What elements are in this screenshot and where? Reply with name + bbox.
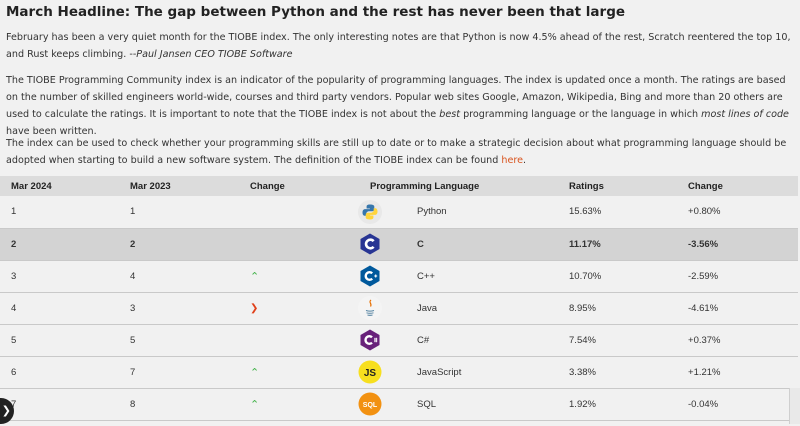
rating-value: 3.38% <box>569 366 596 378</box>
chevron-up-icon: ⌃ <box>250 270 260 283</box>
change-cell: ⌃ <box>239 356 359 388</box>
chevron-right-icon: ❯ <box>1 404 11 417</box>
rank-2023: 7 <box>130 366 136 378</box>
col-header-mar-2023: Mar 2023 <box>130 180 171 192</box>
rank-2023: 2 <box>130 238 136 250</box>
rank-2023: 8 <box>130 398 136 410</box>
rating-value: 8.95% <box>569 302 596 314</box>
author-quote: Paul Jansen CEO TIOBE Software <box>136 49 293 60</box>
floating-action-button[interactable]: ❯ <box>0 398 14 424</box>
sql-logo-text: SQL <box>363 402 378 409</box>
description-paragraph: The TIOBE Programming Community index is… <box>6 72 796 140</box>
sql-logo-icon: SQL <box>358 392 382 416</box>
rank-2024: 3 <box>11 270 17 282</box>
table-row: 4 3 ❯ Java 8.95% -4.61% <box>0 292 799 324</box>
rank-2024: 7 <box>11 398 17 410</box>
rating-change: +0.80% <box>688 206 721 218</box>
rank-2023: 3 <box>130 302 136 314</box>
language-name: JavaScript <box>417 366 462 378</box>
cpp-logo-icon <box>360 265 380 287</box>
definition-link[interactable]: here <box>501 155 524 166</box>
rating-value: 7.54% <box>569 334 596 346</box>
rank-2024: 6 <box>11 366 17 378</box>
rating-change: -4.61% <box>688 302 719 314</box>
change-cell: ❯ <box>239 292 359 324</box>
col-header-rating-change: Change <box>688 180 723 192</box>
language-name: Java <box>417 302 438 314</box>
java-logo-icon <box>358 296 382 320</box>
language-logo-cell: SQL <box>358 388 406 420</box>
rating-change: -0.04% <box>688 398 719 410</box>
language-name: Python <box>417 206 447 218</box>
rank-2023: 4 <box>130 270 136 282</box>
csharp-logo-icon <box>360 329 380 351</box>
language-name: SQL <box>417 398 437 410</box>
table-row: 5 5 C# 7.54% +0.37% <box>0 324 799 356</box>
usage-text: The index can be used to check whether y… <box>6 138 787 166</box>
rank-2024: 4 <box>11 302 17 314</box>
rating-change: +0.37% <box>688 334 721 346</box>
table-row: 6 7 ⌃ JS JavaScript 3.38% +1.21% <box>0 356 799 388</box>
rank-2024: 1 <box>11 206 17 218</box>
table-row: 1 1 Python 15.63% +0.80% <box>0 196 799 228</box>
rating-value: 15.63% <box>569 206 602 218</box>
rank-2024: 5 <box>11 334 17 346</box>
emphasis-lines-of-code: most lines of code <box>701 109 789 120</box>
col-header-ratings: Ratings <box>569 180 604 192</box>
language-logo-cell <box>359 228 406 260</box>
python-logo-icon <box>358 199 382 224</box>
tiobe-ranking-table: Mar 2024 Mar 2023 Change Programming Lan… <box>0 176 799 421</box>
page-headline: March Headline: The gap between Python a… <box>6 4 626 20</box>
language-logo-cell <box>359 324 406 356</box>
col-header-change: Change <box>250 180 285 192</box>
change-cell: ⌃ <box>239 388 359 420</box>
description-text-1: The TIOBE Programming Community index is… <box>6 75 786 120</box>
rating-value: 1.92% <box>569 398 596 410</box>
chevron-down-icon: ❯ <box>250 302 259 314</box>
table-row: 3 4 ⌃ C++ 10.70% -2.59% <box>0 260 799 292</box>
javascript-logo-icon: JS <box>358 360 382 384</box>
usage-paragraph: The index can be used to check whether y… <box>6 135 796 169</box>
rating-value: 10.70% <box>569 270 602 282</box>
chevron-up-icon: ⌃ <box>250 366 260 379</box>
language-name: C <box>417 238 424 250</box>
change-cell <box>239 228 359 260</box>
recaptcha-badge[interactable] <box>789 388 800 424</box>
change-cell <box>239 196 359 228</box>
rating-change: -3.56% <box>688 238 719 250</box>
c-logo-icon <box>360 233 380 255</box>
js-logo-text: JS <box>364 368 377 379</box>
chevron-up-icon: ⌃ <box>250 398 260 411</box>
rating-change: -2.59% <box>688 270 719 282</box>
language-name: C# <box>417 334 430 346</box>
language-logo-cell <box>358 292 406 324</box>
description-text-2: programming language or the language in … <box>460 109 702 120</box>
col-header-mar-2024: Mar 2024 <box>11 180 52 192</box>
change-cell: ⌃ <box>239 260 359 292</box>
language-logo-cell <box>358 196 406 228</box>
rating-value: 11.17% <box>569 238 601 250</box>
intro-text: February has been a very quiet month for… <box>6 32 791 60</box>
rating-change: +1.21% <box>688 366 721 378</box>
intro-paragraph: February has been a very quiet month for… <box>6 29 796 63</box>
table-row: 2 2 C 11.17% -3.56% <box>0 228 799 260</box>
language-name: C++ <box>417 270 435 282</box>
language-logo-cell <box>359 260 406 292</box>
change-cell <box>239 324 359 356</box>
table-header-row: Mar 2024 Mar 2023 Change Programming Lan… <box>0 176 799 196</box>
rank-2023: 1 <box>130 206 136 218</box>
usage-text-end: . <box>523 155 527 166</box>
rank-2024: 2 <box>11 238 17 250</box>
language-logo-cell: JS <box>358 356 406 388</box>
rank-2023: 5 <box>130 334 136 346</box>
description-text-3: have been written. <box>6 126 97 137</box>
table-row: 7 8 ⌃ SQL SQL 1.92% -0.04% <box>0 388 799 420</box>
emphasis-best: best <box>439 109 461 120</box>
col-header-language: Programming Language <box>370 180 480 192</box>
